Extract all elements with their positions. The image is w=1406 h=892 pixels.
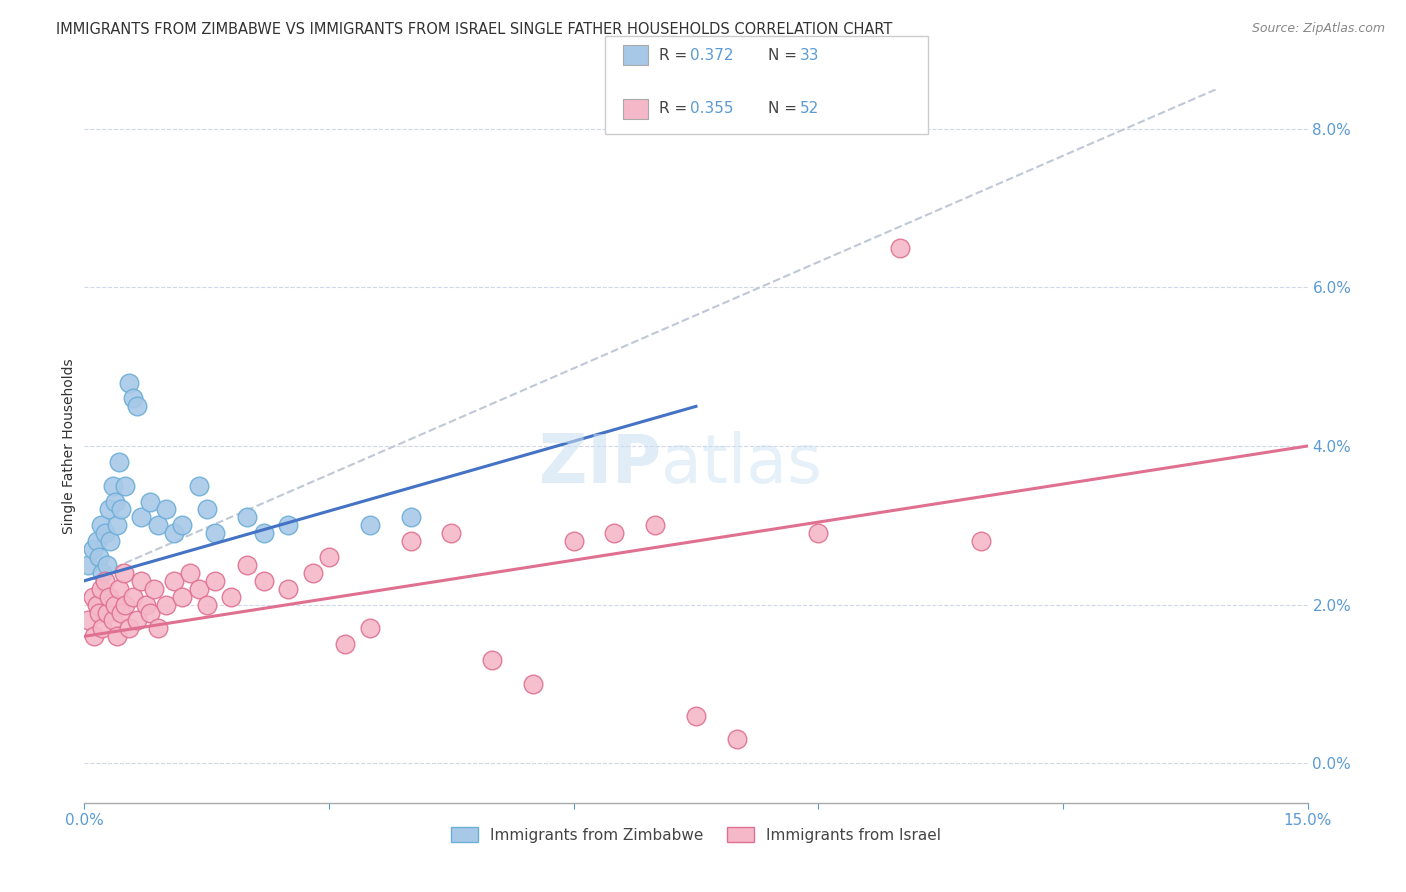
Point [93, 526, 115, 541]
Y-axis label: Single Father Households: Single Father Households [62, 359, 76, 533]
Point [685, 708, 707, 723]
Point [114, 598, 136, 612]
Text: 52: 52 [800, 102, 820, 116]
Text: Source: ZipAtlas.com: Source: ZipAtlas.com [1251, 22, 1385, 36]
Point [163, 574, 186, 588]
Point [90, 582, 112, 596]
Point [522, 677, 544, 691]
Point [146, 518, 169, 533]
Point [105, 629, 128, 643]
Point [91, 621, 114, 635]
Point [127, 614, 149, 628]
Point [399, 534, 422, 549]
Point [277, 518, 299, 533]
Point [101, 478, 124, 492]
Point [107, 455, 129, 469]
Point [146, 621, 169, 635]
Text: atlas: atlas [661, 431, 821, 497]
Point [96, 558, 118, 572]
Point [195, 502, 218, 516]
Text: 0.372: 0.372 [690, 48, 734, 62]
Point [135, 598, 157, 612]
Point [204, 574, 226, 588]
Point [91, 566, 114, 580]
Point [110, 502, 132, 516]
Text: R =: R = [659, 48, 693, 62]
Point [127, 400, 149, 414]
Point [77, 614, 100, 628]
Point [725, 732, 748, 747]
Point [318, 549, 340, 564]
Point [90, 518, 112, 533]
Point [104, 598, 127, 612]
Point [87, 549, 110, 564]
Point [83, 629, 105, 643]
Text: N =: N = [768, 48, 801, 62]
Point [481, 653, 503, 667]
Point [107, 582, 129, 596]
Text: 33: 33 [800, 48, 820, 62]
Point [335, 637, 357, 651]
Point [172, 590, 194, 604]
Point [253, 526, 276, 541]
Point [603, 526, 626, 541]
Point [142, 582, 165, 596]
Text: IMMIGRANTS FROM ZIMBABWE VS IMMIGRANTS FROM ISRAEL SINGLE FATHER HOUSEHOLDS CORR: IMMIGRANTS FROM ZIMBABWE VS IMMIGRANTS F… [56, 22, 893, 37]
Point [172, 518, 194, 533]
Point [118, 621, 141, 635]
Point [122, 590, 145, 604]
Point [82, 590, 104, 604]
Point [138, 606, 160, 620]
Point [253, 574, 276, 588]
Point [86, 534, 108, 549]
Point [155, 598, 177, 612]
Point [93, 574, 115, 588]
Point [82, 542, 104, 557]
Point [187, 582, 209, 596]
Point [440, 526, 463, 541]
Point [195, 598, 218, 612]
Point [86, 598, 108, 612]
Point [110, 606, 132, 620]
Point [970, 534, 993, 549]
Point [644, 518, 666, 533]
Point [219, 590, 242, 604]
Point [77, 558, 100, 572]
Text: ZIP: ZIP [538, 431, 661, 497]
Point [179, 566, 201, 580]
Point [359, 518, 381, 533]
Point [807, 526, 830, 541]
Point [138, 494, 160, 508]
Point [101, 614, 124, 628]
Point [155, 502, 177, 516]
Point [163, 526, 186, 541]
Point [118, 376, 141, 390]
Point [97, 502, 120, 516]
Point [97, 590, 120, 604]
Text: R =: R = [659, 102, 693, 116]
Point [399, 510, 422, 524]
Point [236, 558, 259, 572]
Legend: Immigrants from Zimbabwe, Immigrants from Israel: Immigrants from Zimbabwe, Immigrants fro… [444, 821, 948, 848]
Point [359, 621, 381, 635]
Point [131, 510, 153, 524]
Point [104, 494, 127, 508]
Text: N =: N = [768, 102, 801, 116]
Point [122, 392, 145, 406]
Point [277, 582, 299, 596]
Point [114, 478, 136, 492]
Point [562, 534, 585, 549]
Text: 0.355: 0.355 [690, 102, 734, 116]
Point [889, 241, 911, 255]
Point [105, 518, 128, 533]
Point [112, 566, 135, 580]
Point [187, 478, 209, 492]
Point [96, 606, 118, 620]
Point [301, 566, 323, 580]
Point [100, 534, 122, 549]
Point [87, 606, 110, 620]
Point [204, 526, 226, 541]
Point [236, 510, 259, 524]
Point [131, 574, 153, 588]
